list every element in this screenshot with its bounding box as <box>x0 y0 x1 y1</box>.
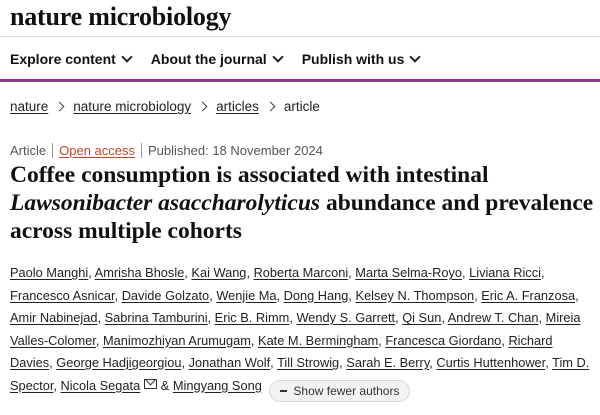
author-link[interactable]: Jonathan Wolf <box>188 355 271 370</box>
meta-divider <box>52 143 54 158</box>
show-fewer-authors-button[interactable]: Show fewer authors <box>269 379 411 402</box>
breadcrumb: nature nature microbiology articles arti… <box>10 99 320 114</box>
chevron-down-icon <box>409 51 422 63</box>
author-link[interactable]: Richard Davies <box>10 332 553 371</box>
main-navigation: Explore content About the journal Publis… <box>10 50 422 68</box>
breadcrumb-nature[interactable]: nature <box>10 99 49 114</box>
chevron-down-icon <box>272 51 284 63</box>
nav-about-the-journal-label: About the journal <box>150 51 267 67</box>
author-link[interactable]: Mingyang Song <box>172 377 262 393</box>
journal-logo[interactable]: nature microbiology <box>10 2 232 31</box>
author-link[interactable]: George Hadjigeorgiou <box>56 355 182 370</box>
chevron-down-icon <box>121 51 133 63</box>
meta-divider <box>141 143 142 158</box>
email-icon[interactable] <box>144 378 158 389</box>
author-list: Paolo Manghi, Amrisha Bhosle, Kai Wang, … <box>10 262 595 402</box>
minus-icon <box>280 390 288 392</box>
author-link[interactable]: Amir Nabinejad <box>10 310 98 325</box>
author-link[interactable]: Sabrina Tamburini <box>104 310 208 325</box>
navbar-accent-line <box>0 79 600 82</box>
title-species: Lawsonibacter asaccharolyticus <box>10 190 321 216</box>
breadcrumb-current: article <box>283 99 320 114</box>
breadcrumb-nature-microbiology[interactable]: nature microbiology <box>73 99 192 114</box>
chevron-right-icon <box>265 101 276 112</box>
show-fewer-label: Show fewer authors <box>293 383 400 398</box>
title-part-1: Coffee consumption is associated with in… <box>10 162 489 188</box>
author-link[interactable]: Manimozhiyan Arumugam <box>102 332 251 348</box>
author-link[interactable]: Francesca Giordano <box>385 332 502 348</box>
author-link[interactable]: Wendy S. Garrett <box>296 310 396 325</box>
chevron-right-icon <box>197 101 208 112</box>
published-date: Published: 18 November 2024 <box>148 143 323 158</box>
nav-about-the-journal[interactable]: About the journal <box>150 50 284 68</box>
author-link[interactable]: Andrew T. Chan <box>447 310 539 325</box>
author-link[interactable]: Sarah E. Berry <box>346 355 430 370</box>
title-part-2: abundance and prevalence across multiple… <box>10 190 594 244</box>
article-meta: Article Open access Published: 18 Novemb… <box>10 143 323 158</box>
author-link[interactable]: Till Strowig <box>277 355 340 370</box>
author-link[interactable]: Kate M. Bermingham <box>258 332 379 348</box>
author-link[interactable]: Wenjie Ma <box>216 287 277 303</box>
author-link[interactable]: Curtis Huttenhower <box>436 355 546 370</box>
nav-explore-content[interactable]: Explore content <box>10 50 133 68</box>
author-link[interactable]: Francesco Asnicar <box>10 287 115 303</box>
chevron-right-icon <box>54 101 65 112</box>
author-link[interactable]: Nicola Segata <box>60 377 141 393</box>
author-link[interactable]: Roberta Marconi <box>253 265 349 280</box>
author-link[interactable]: Qi Sun <box>402 310 442 325</box>
author-link[interactable]: Kai Wang <box>191 265 247 280</box>
author-link[interactable]: Liviana Ricci <box>469 265 541 280</box>
author-link[interactable]: Davide Golzato <box>121 287 210 303</box>
author-link[interactable]: Tim D. Spector <box>10 355 590 393</box>
open-access-link[interactable]: Open access <box>59 143 135 158</box>
article-type: Article <box>10 143 47 158</box>
author-link[interactable]: Eric B. Rimm <box>214 310 290 325</box>
author-link[interactable]: Kelsey N. Thompson <box>355 287 475 303</box>
author-link[interactable]: Mireia Valles-Colomer <box>10 310 581 348</box>
author-link[interactable]: Eric A. Franzosa <box>481 287 576 303</box>
author-link[interactable]: Marta Selma-Royo <box>355 265 462 280</box>
nav-publish-with-us[interactable]: Publish with us <box>301 50 422 68</box>
breadcrumb-articles[interactable]: articles <box>216 99 259 114</box>
author-link[interactable]: Amrisha Bhosle <box>94 265 185 280</box>
nav-explore-content-label: Explore content <box>10 51 116 67</box>
author-link[interactable]: Paolo Manghi <box>10 265 89 280</box>
header-divider <box>0 36 600 37</box>
nav-publish-with-us-label: Publish with us <box>301 51 405 67</box>
author-ampersand: & <box>160 377 170 393</box>
author-link[interactable]: Dong Hang <box>283 287 349 303</box>
article-title: Coffee consumption is associated with in… <box>10 161 595 245</box>
